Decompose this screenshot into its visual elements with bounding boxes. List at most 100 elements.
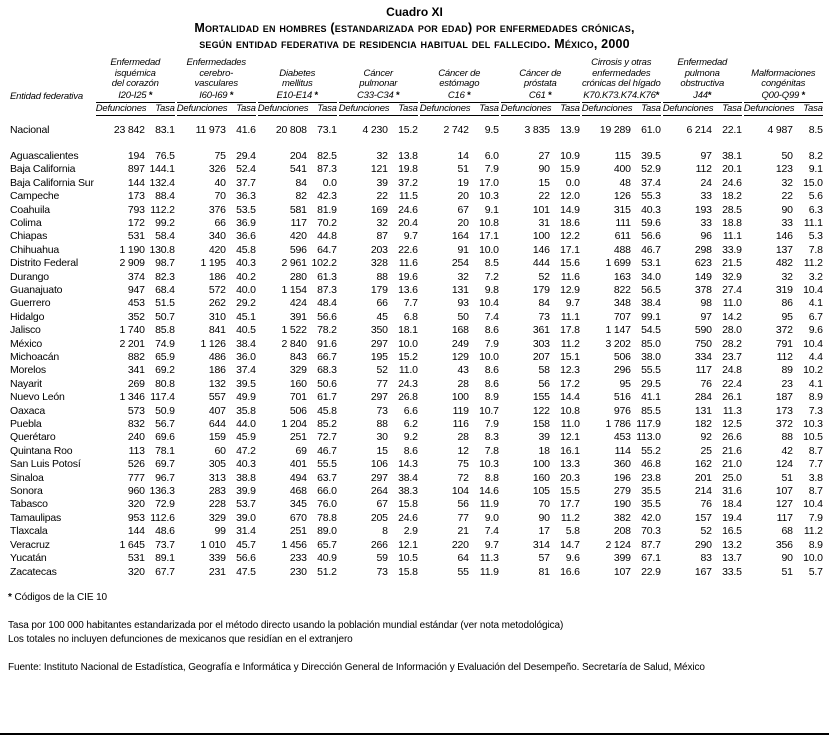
defunciones-cell: 506 xyxy=(289,404,307,417)
defunciones-cell: 81 xyxy=(538,565,550,578)
tasa-cell: 52.4 xyxy=(236,163,256,176)
footnote-cie-codes: * Códigos de la CIE 10 xyxy=(8,591,107,603)
defunciones-cell: 283 xyxy=(208,485,226,498)
tasa-cell: 117.9 xyxy=(636,418,661,431)
tasa-cell: 8.5 xyxy=(808,123,823,136)
tasa-cell: 89.1 xyxy=(155,552,175,565)
defunciones-cell: 3 202 xyxy=(605,337,631,350)
defunciones-cell: 39 xyxy=(538,431,550,444)
tasa-cell: 10.5 xyxy=(803,431,823,444)
defunciones-cell: 87 xyxy=(376,230,388,243)
tasa-cell: 112.6 xyxy=(150,511,175,524)
defunciones-cell: 750 xyxy=(694,337,712,350)
tasa-cell: 50.6 xyxy=(317,377,337,390)
column-group-header: Malformaciones congénitas Q00-Q99 * xyxy=(743,58,823,103)
defunciones-cell: 319 xyxy=(775,283,793,296)
defunciones-cell: 832 xyxy=(127,418,145,431)
defunciones-cell: 122 xyxy=(532,404,550,417)
tasa-cell: 15.0 xyxy=(803,176,823,189)
defunciones-cell: 2 840 xyxy=(281,337,307,350)
defunciones-cell: 22 xyxy=(376,190,388,203)
defunciones-cell: 1 699 xyxy=(605,257,631,270)
tasa-cell: 10.4 xyxy=(479,297,499,310)
tasa-cell: 73.1 xyxy=(317,123,337,136)
table-row: Tamaulipas 953 112.6 329 39.0 670 78.8 205 24.6 7… xyxy=(4,512,823,525)
defunciones-cell: 30 xyxy=(376,431,388,444)
tasa-cell: 40.3 xyxy=(236,257,256,270)
defunciones-cell: 269 xyxy=(127,377,145,390)
defunciones-cell: 205 xyxy=(370,511,388,524)
tasa-cell: 45.8 xyxy=(317,404,337,417)
defunciones-cell: 531 xyxy=(127,552,145,565)
defunciones-cell: 40 xyxy=(214,176,226,189)
defunciones-cell: 3 835 xyxy=(524,123,550,136)
tasa-cell: 11.5 xyxy=(398,190,418,203)
defunciones-cell: 155 xyxy=(532,391,550,404)
tasa-cell: 144.1 xyxy=(149,163,175,176)
defunciones-cell: 163 xyxy=(613,270,631,283)
defunciones-cell: 777 xyxy=(127,471,145,484)
tasa-cell: 72.9 xyxy=(155,498,175,511)
defunciones-cell: 310 xyxy=(208,310,226,323)
tasa-cell: 54.5 xyxy=(641,324,661,337)
defunciones-cell: 95 xyxy=(781,310,793,323)
tasa-cell: 88.4 xyxy=(155,190,175,203)
tasa-cell: 85.2 xyxy=(317,418,337,431)
icd-code: Q00-Q99 * xyxy=(743,90,823,103)
defunciones-cell: 2 961 xyxy=(281,257,307,270)
entidad-cell: Sonora xyxy=(10,485,43,498)
subcolumn-header: Defunciones Tasa xyxy=(581,102,661,116)
tasa-cell: 33.9 xyxy=(722,243,742,256)
empty-header-cell xyxy=(4,103,94,116)
tasa-cell: 49.9 xyxy=(236,391,256,404)
tasa-cell: 67.1 xyxy=(641,552,661,565)
tasa-cell: 31.4 xyxy=(236,525,256,538)
page-title-line2: según entidad federativa de residencia h… xyxy=(199,37,630,51)
defunciones-cell: 73 xyxy=(376,404,388,417)
tasa-cell: 4.1 xyxy=(808,377,823,390)
defunciones-cell: 167 xyxy=(694,565,712,578)
footnotes: * Códigos de la CIE 10 Tasa por 100 000 … xyxy=(0,591,829,675)
tasa-cell: 20.4 xyxy=(398,216,418,229)
table-row: Guerrero 453 51.5 262 29.2 424 48.4 66 7.7 93 10.4… xyxy=(4,297,823,310)
tasa-cell: 65.9 xyxy=(155,351,175,363)
column-group-header: Enfermedades cerebro-vasculares I60-I69 * xyxy=(176,57,256,103)
defunciones-cell: 374 xyxy=(127,270,145,283)
defunciones-cell: 164 xyxy=(451,230,469,243)
header-row-subcolumns: Defunciones Tasa Defunciones Tasa Defuncione… xyxy=(4,103,823,116)
tasa-cell: 9.6 xyxy=(565,552,580,565)
defunciones-cell: 976 xyxy=(613,404,631,417)
defunciones-cell: 19 xyxy=(457,176,469,189)
tasa-cell: 51.5 xyxy=(155,297,175,310)
defunciones-cell: 112 xyxy=(695,163,712,176)
tasa-cell: 37.4 xyxy=(641,176,661,189)
defunciones-cell: 1 346 xyxy=(119,391,145,404)
defunciones-cell: 124 xyxy=(775,458,793,471)
tasa-cell: 99.1 xyxy=(641,310,661,323)
tasa-cell: 16.1 xyxy=(560,444,580,457)
defunciones-cell: 2 742 xyxy=(443,123,469,136)
tasa-cell: 39.9 xyxy=(236,485,256,498)
tasa-cell: 16.6 xyxy=(560,565,580,578)
entidad-cell: Hidalgo xyxy=(10,310,45,323)
subcolumn-header: Defunciones Tasa xyxy=(419,102,499,116)
tasa-cell: 45.7 xyxy=(236,538,256,551)
defunciones-cell: 32 xyxy=(376,149,388,162)
defunciones-cell: 407 xyxy=(208,404,226,417)
defunciones-cell: 303 xyxy=(532,337,550,350)
tasa-cell: 66.0 xyxy=(317,485,337,498)
tasa-cell: 45.8 xyxy=(236,243,256,256)
table-row: Chihuahua 1 190 130.8 420 45.8 596 64.7 203 22.6… xyxy=(4,244,823,257)
defunciones-cell: 32 xyxy=(781,176,793,189)
tasa-cell: 10.2 xyxy=(803,364,823,377)
defunciones-cell: 581 xyxy=(289,203,307,216)
defunciones-cell: 99 xyxy=(214,525,226,538)
tasa-cell: 47.2 xyxy=(236,444,256,457)
entidad-cell: Tabasco xyxy=(10,498,48,511)
defunciones-cell: 179 xyxy=(532,283,550,296)
table-number: Cuadro XI xyxy=(386,5,443,19)
defunciones-cell: 193 xyxy=(694,203,712,216)
defunciones-cell: 2 124 xyxy=(605,538,631,551)
defunciones-cell: 64 xyxy=(457,552,469,565)
tasa-cell: 56.6 xyxy=(641,230,661,243)
